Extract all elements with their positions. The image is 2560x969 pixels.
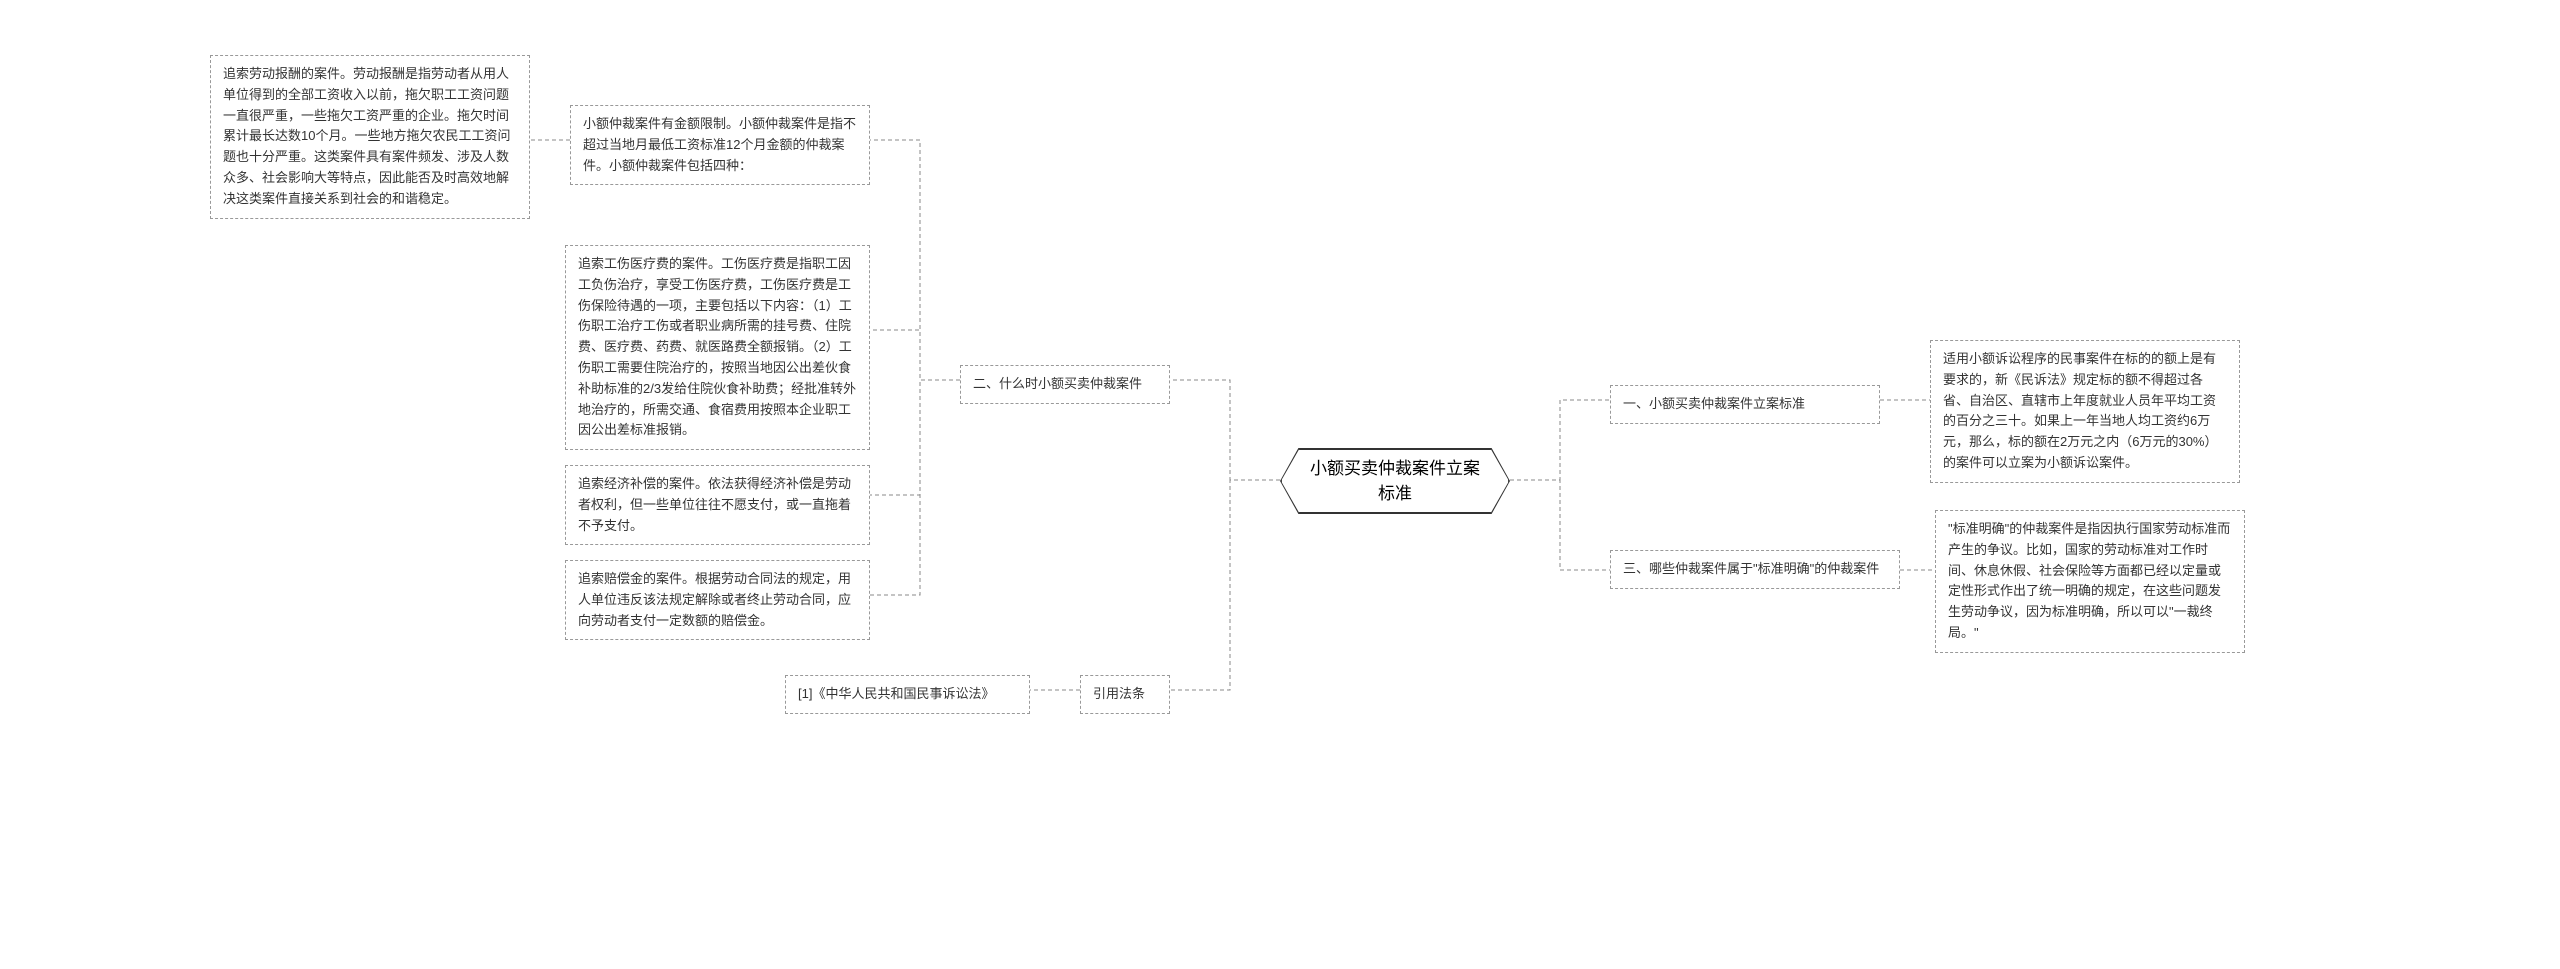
branch-2-sub1-detail-text: 追索劳动报酬的案件。劳动报酬是指劳动者从用人单位得到的全部工资收入以前，拖欠职工… xyxy=(223,66,510,206)
branch-2-label-text: 二、什么时小额买卖仲裁案件 xyxy=(973,376,1142,391)
branch-2-sub3-text: 追索经济补偿的案件。依法获得经济补偿是劳动者权利，但一些单位往往不愿支付，或一直… xyxy=(578,476,851,533)
center-node-wrapper: 小额买卖仲裁案件立案标准 xyxy=(1280,448,1510,514)
branch-2-sub1-detail: 追索劳动报酬的案件。劳动报酬是指劳动者从用人单位得到的全部工资收入以前，拖欠职工… xyxy=(210,55,530,219)
branch-law-content: [1]《中华人民共和国民事诉讼法》 xyxy=(785,675,1030,714)
branch-1-label: 一、小额买卖仲裁案件立案标准 xyxy=(1610,385,1880,424)
branch-2-sub2-text: 追索工伤医疗费的案件。工伤医疗费是指职工因工负伤治疗，享受工伤医疗费，工伤医疗费… xyxy=(578,256,856,437)
branch-2-sub2: 追索工伤医疗费的案件。工伤医疗费是指职工因工负伤治疗，享受工伤医疗费，工伤医疗费… xyxy=(565,245,870,450)
branch-2-label: 二、什么时小额买卖仲裁案件 xyxy=(960,365,1170,404)
branch-3-content-text: "标准明确"的仲裁案件是指因执行国家劳动标准而产生的争议。比如，国家的劳动标准对… xyxy=(1948,521,2230,640)
branch-3-content: "标准明确"的仲裁案件是指因执行国家劳动标准而产生的争议。比如，国家的劳动标准对… xyxy=(1935,510,2245,653)
branch-2-sub3: 追索经济补偿的案件。依法获得经济补偿是劳动者权利，但一些单位往往不愿支付，或一直… xyxy=(565,465,870,545)
branch-law-label-text: 引用法条 xyxy=(1093,686,1145,701)
branch-law-content-text: [1]《中华人民共和国民事诉讼法》 xyxy=(798,686,994,701)
branch-2-sub1-text: 小额仲裁案件有金额限制。小额仲裁案件是指不超过当地月最低工资标准12个月金额的仲… xyxy=(583,116,856,173)
branch-3-label-text: 三、哪些仲裁案件属于"标准明确"的仲裁案件 xyxy=(1623,561,1879,576)
branch-2-sub1: 小额仲裁案件有金额限制。小额仲裁案件是指不超过当地月最低工资标准12个月金额的仲… xyxy=(570,105,870,185)
branch-2-sub4: 追索赔偿金的案件。根据劳动合同法的规定，用人单位违反该法规定解除或者终止劳动合同… xyxy=(565,560,870,640)
branch-1-label-text: 一、小额买卖仲裁案件立案标准 xyxy=(1623,396,1805,411)
branch-1-content-text: 适用小额诉讼程序的民事案件在标的的额上是有要求的，新《民诉法》规定标的额不得超过… xyxy=(1943,351,2217,470)
branch-law-label: 引用法条 xyxy=(1080,675,1170,714)
branch-2-sub4-text: 追索赔偿金的案件。根据劳动合同法的规定，用人单位违反该法规定解除或者终止劳动合同… xyxy=(578,571,851,628)
center-node: 小额买卖仲裁案件立案标准 xyxy=(1281,449,1509,513)
branch-3-label: 三、哪些仲裁案件属于"标准明确"的仲裁案件 xyxy=(1610,550,1900,589)
branch-1-content: 适用小额诉讼程序的民事案件在标的的额上是有要求的，新《民诉法》规定标的额不得超过… xyxy=(1930,340,2240,483)
center-title: 小额买卖仲裁案件立案标准 xyxy=(1310,456,1480,507)
